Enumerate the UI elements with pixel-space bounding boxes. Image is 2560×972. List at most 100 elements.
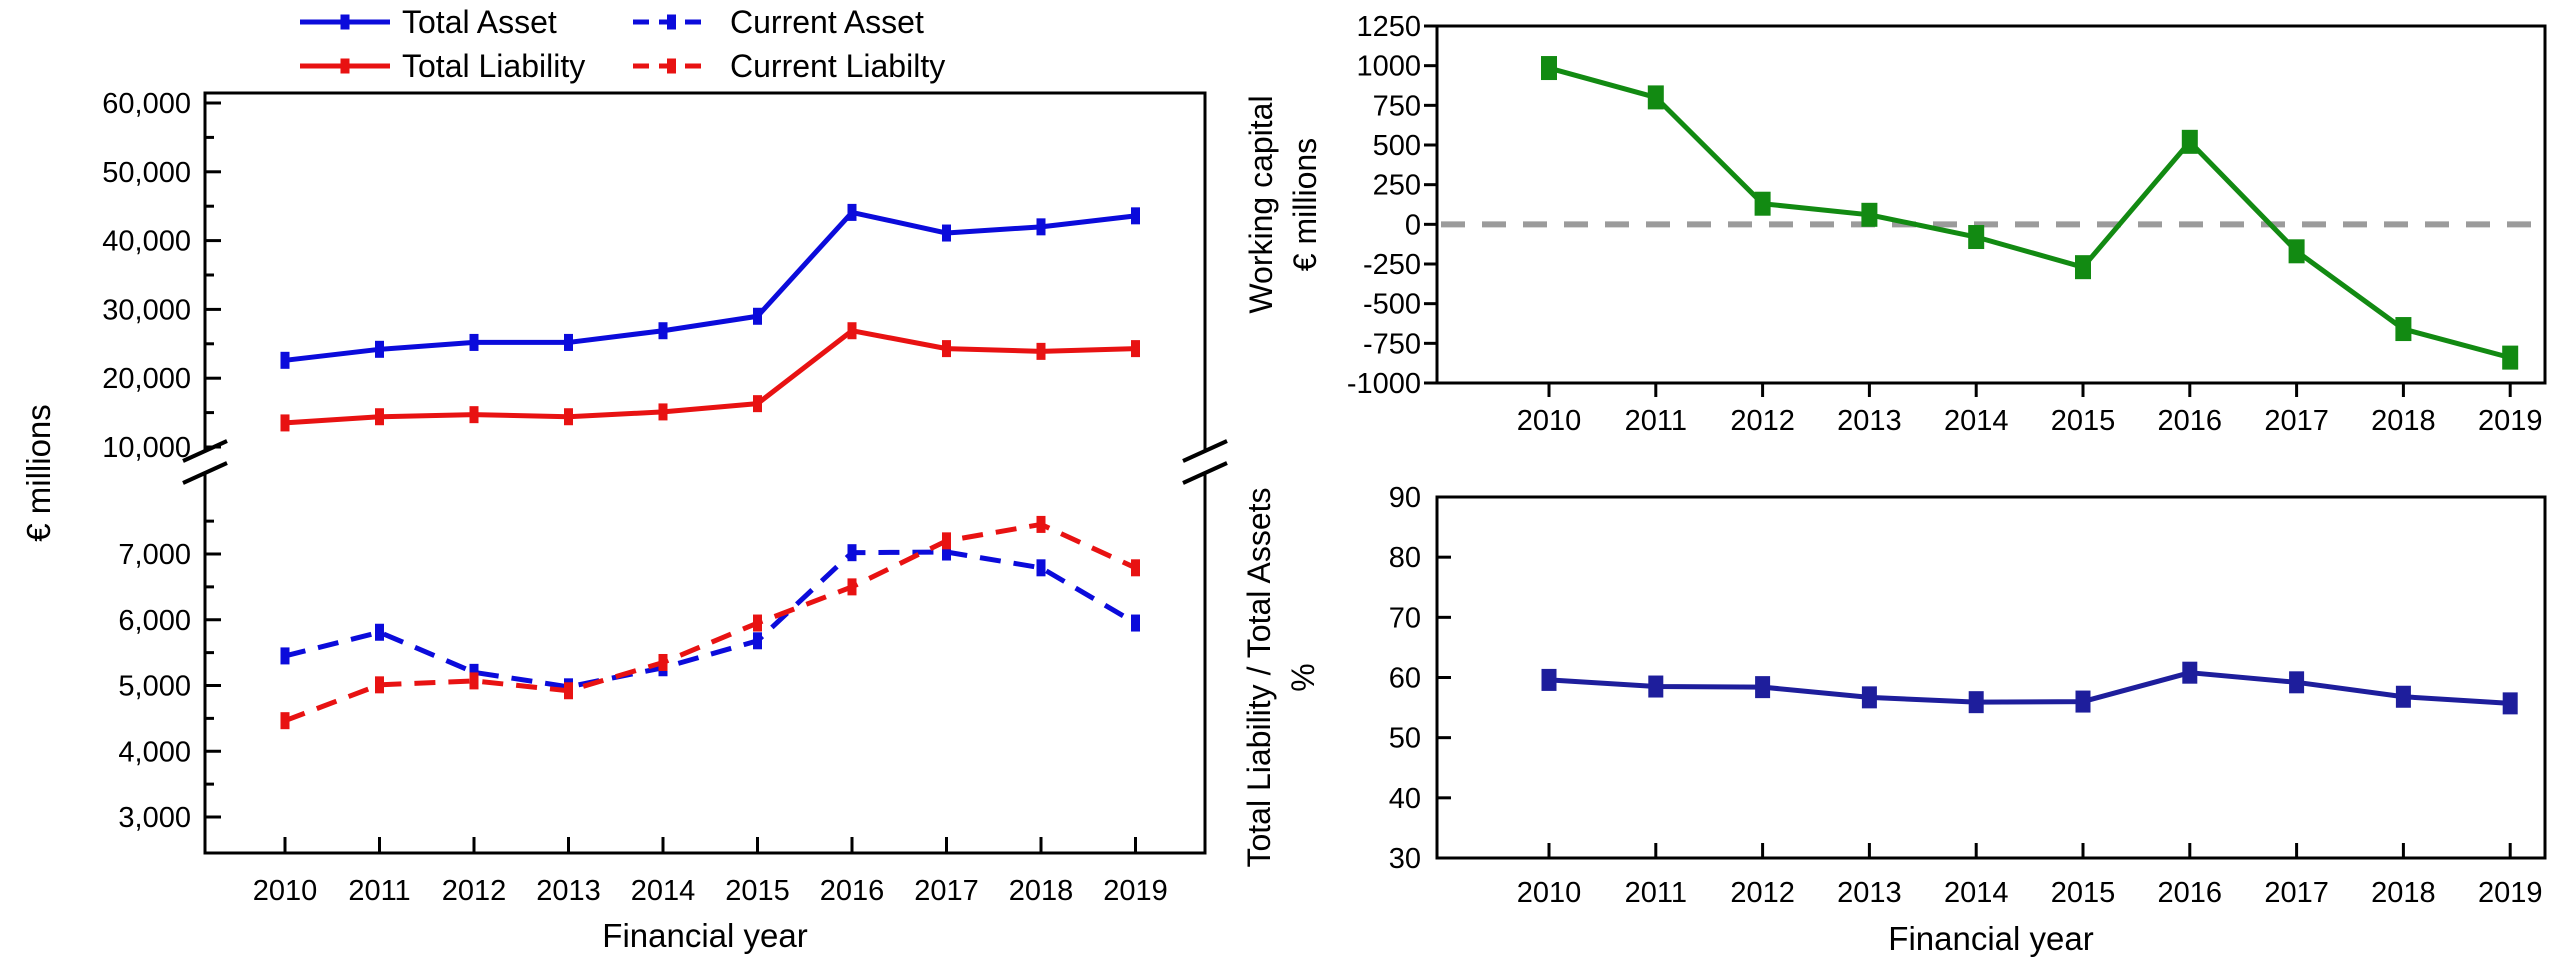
y-tick-label: 1250 [1356, 11, 1421, 43]
y-tick-label: -1000 [1347, 368, 1421, 400]
y-tick-label: 7,000 [118, 539, 191, 571]
x-tick-label: 2012 [1730, 877, 1795, 909]
series-marker-total-asset [280, 351, 290, 369]
x-tick-label: 2018 [2371, 877, 2436, 909]
series-line-working-capital [1548, 65, 2511, 361]
x-tick-label: 2018 [2371, 405, 2436, 437]
legend-marker [340, 14, 350, 30]
y-tick-label: 40,000 [102, 226, 191, 258]
legend-label: Current Liabilty [730, 48, 945, 84]
x-tick-label: 2014 [1944, 877, 2009, 909]
y-axis-title: Total Liability / Total Assets [1241, 487, 1277, 867]
x-axis-title: Financial year [1888, 920, 2093, 957]
x-tick-label: 2018 [1009, 875, 1074, 907]
series-marker-liability-ratio [1541, 668, 1557, 691]
series-marker-total-liability [375, 408, 384, 426]
series-marker-liability-ratio [1968, 691, 1984, 714]
legend-marker [667, 14, 676, 30]
y-tick-label: 3,000 [118, 802, 191, 834]
y-tick-label: 60 [1389, 663, 1421, 695]
x-tick-label: 2010 [1517, 877, 1582, 909]
series-marker-total-liability [753, 395, 762, 413]
y-tick-label: 30,000 [102, 294, 191, 326]
series-marker-liability-ratio [2182, 661, 2198, 684]
series-marker-working-capital [2288, 239, 2305, 264]
series-marker-liability-ratio [2289, 671, 2305, 694]
x-tick-label: 2019 [2478, 877, 2543, 909]
series-marker-total-liability [847, 322, 857, 340]
series-marker-current-asset [1131, 614, 1140, 632]
series-line-total-liability [284, 328, 1136, 426]
x-tick-label: 2013 [1837, 877, 1902, 909]
series-marker-total-asset [469, 333, 479, 351]
series-marker-total-liability [564, 408, 573, 426]
series-marker-liability-ratio [1755, 676, 1771, 699]
series-marker-current-asset [1036, 559, 1046, 577]
series-marker-working-capital [1541, 56, 1557, 81]
series-marker-current-liabilty [1036, 515, 1046, 533]
series-marker-current-liabilty [280, 712, 290, 730]
series-marker-current-asset [942, 543, 951, 561]
series-marker-total-liability [1131, 340, 1140, 358]
y-tick-label: 70 [1389, 602, 1421, 634]
series-line-liability-ratio [1548, 670, 2511, 706]
series-marker-current-liabilty [375, 676, 384, 694]
x-tick-label: 2015 [2051, 405, 2116, 437]
axis-break-mark [1182, 461, 1228, 485]
y-tick-label: 500 [1373, 130, 1421, 162]
x-tick-label: 2016 [820, 875, 885, 907]
plot-box [1435, 495, 2547, 860]
legend-marker [667, 58, 676, 74]
x-tick-label: 2016 [2158, 405, 2223, 437]
series-marker-total-asset [564, 333, 573, 351]
x-tick-label: 2013 [536, 875, 601, 907]
y-tick-label: 50,000 [102, 157, 191, 189]
y-tick-label: 250 [1373, 170, 1421, 202]
legend-label: Total Liability [402, 48, 585, 84]
series-marker-current-asset [753, 632, 762, 650]
series-marker-total-liability [942, 340, 951, 358]
series-marker-working-capital [2395, 317, 2412, 342]
series-marker-current-asset [847, 544, 857, 562]
x-tick-label: 2012 [1730, 405, 1795, 437]
y-axis-title: % [1285, 663, 1321, 691]
x-tick-label: 2019 [2478, 405, 2543, 437]
series-marker-current-asset [280, 647, 290, 665]
series-line-current-liabilty [284, 521, 1137, 724]
x-tick-label: 2017 [2264, 405, 2329, 437]
series-marker-current-liabilty [1131, 559, 1140, 577]
series-marker-total-liability [658, 403, 668, 421]
y-tick-label: 40 [1389, 783, 1421, 815]
series-marker-liability-ratio [2502, 692, 2518, 715]
working-capital-chart: 1250 1000 750 500 250 0 -250 -500 -750 -1000 2010 2… [1243, 11, 2547, 437]
y-tick-label: -250 [1363, 249, 1421, 281]
y-axis-title: € millions [20, 404, 57, 542]
y-tick-label: 6,000 [118, 605, 191, 637]
series-marker-current-liabilty [564, 682, 573, 700]
series-marker-working-capital [2502, 345, 2519, 370]
series-marker-liability-ratio [1861, 686, 1877, 709]
series-line-total-asset [284, 209, 1136, 363]
series-marker-total-asset [375, 340, 384, 358]
series-marker-working-capital [1861, 202, 1878, 227]
y-tick-label: 1000 [1356, 51, 1421, 83]
axis-break-mark [182, 461, 228, 485]
y-tick-label: 90 [1389, 482, 1421, 514]
y-tick-label: -750 [1363, 328, 1421, 360]
axis-break-mark [182, 439, 228, 463]
series-marker-current-liabilty [847, 578, 857, 596]
y-tick-label: 50 [1389, 723, 1421, 755]
series-marker-liability-ratio [2075, 690, 2091, 713]
x-tick-label: 2017 [914, 875, 979, 907]
y-tick-label: 5,000 [118, 671, 191, 703]
x-tick-label: 2012 [442, 875, 507, 907]
series-marker-current-asset [375, 623, 384, 641]
balance-sheet-chart: 60,000 50,000 40,000 30,000 20,000 10,000 7,00… [20, 4, 1228, 954]
series-marker-working-capital [1647, 85, 1664, 110]
series-marker-total-asset [1131, 207, 1140, 225]
x-tick-label: 2011 [348, 875, 410, 907]
series-marker-current-liabilty [942, 532, 951, 550]
series-marker-working-capital [1754, 191, 1771, 216]
series-line-current-asset [284, 549, 1137, 690]
